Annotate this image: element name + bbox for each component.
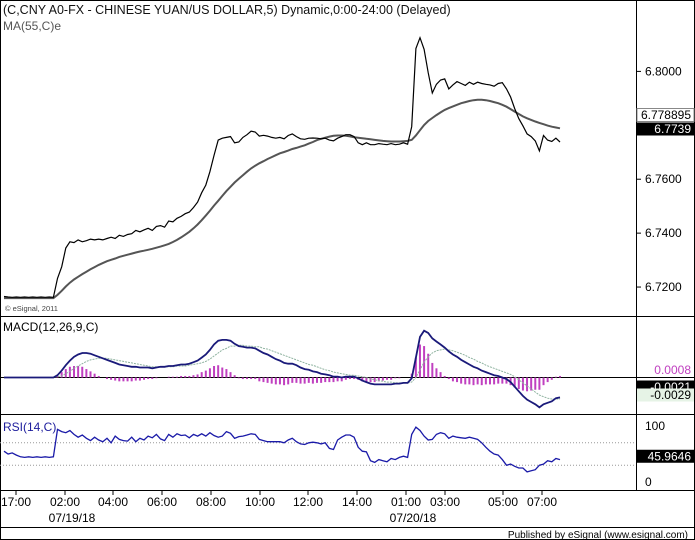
- value-tag-label: 0.0008: [654, 363, 691, 377]
- price-y-ticks: 6.7200 6.7400 6.7600 6.8000: [636, 64, 682, 294]
- x-tick-label: 03:00: [430, 495, 460, 509]
- x-axis: 17:00 02:00 04:00 06:00 08:00 10:00 12:00 14:00…: [1, 490, 557, 525]
- rsi-tick-label: 0: [645, 475, 652, 489]
- rsi-title: RSI(14,C): [3, 420, 56, 434]
- macd-histogram: [56, 344, 561, 392]
- x-tick-label: 04:00: [98, 495, 128, 509]
- x-tick-label: 06:00: [147, 495, 177, 509]
- value-tag-box: [637, 122, 694, 136]
- x-tick-label: 01:00: [391, 495, 421, 509]
- value-tag-box: [637, 388, 694, 402]
- value-tag-label: 6.7739: [654, 122, 691, 136]
- ma-legend: MA(55,C)e: [3, 19, 61, 33]
- price-line: [3, 35, 561, 298]
- value-tag-label: 45.9646: [648, 449, 692, 463]
- price-tick-label: 6.7400: [645, 226, 682, 240]
- price-tick-label: 6.8000: [645, 64, 682, 78]
- x-date-label: 07/19/18: [49, 511, 96, 525]
- x-tick-label: 07:00: [527, 495, 557, 509]
- rsi-line: [3, 426, 561, 473]
- x-tick-label: 08:00: [196, 495, 226, 509]
- macd-title: MACD(12,26,9,C): [3, 320, 98, 334]
- x-tick-label: 02:00: [50, 495, 80, 509]
- publisher-note: Published by eSignal (www.esignal.com): [508, 530, 688, 540]
- copyright-note: © eSignal, 2011: [5, 304, 58, 313]
- rsi-tick-label: 100: [645, 419, 665, 433]
- x-tick-label: 10:00: [245, 495, 275, 509]
- value-tag-box: [636, 108, 695, 122]
- chart-title: (C,CNY A0-FX - CHINESE YUAN/US DOLLAR,5)…: [3, 3, 451, 17]
- x-tick-label: 14:00: [342, 495, 372, 509]
- value-tag-label: -0.0029: [650, 388, 691, 402]
- x-tick-label: 12:00: [293, 495, 323, 509]
- price-tick-label: 6.7600: [645, 172, 682, 186]
- x-tick-label: 17:00: [1, 495, 31, 509]
- macd-signal-line: [4, 344, 560, 400]
- value-tag-box: [637, 449, 694, 463]
- macd-line: [4, 329, 561, 409]
- price-tick-label: 6.7200: [645, 280, 682, 294]
- x-date-label: 07/20/18: [390, 511, 437, 525]
- ma-line: [4, 98, 561, 300]
- value-tag-box: [637, 363, 694, 377]
- value-tag-label: 6.778895: [641, 108, 691, 122]
- value-tags: 6.7788956.77390.0008-0.0021-0.002945.964…: [636, 108, 695, 463]
- x-tick-label: 05:00: [488, 495, 518, 509]
